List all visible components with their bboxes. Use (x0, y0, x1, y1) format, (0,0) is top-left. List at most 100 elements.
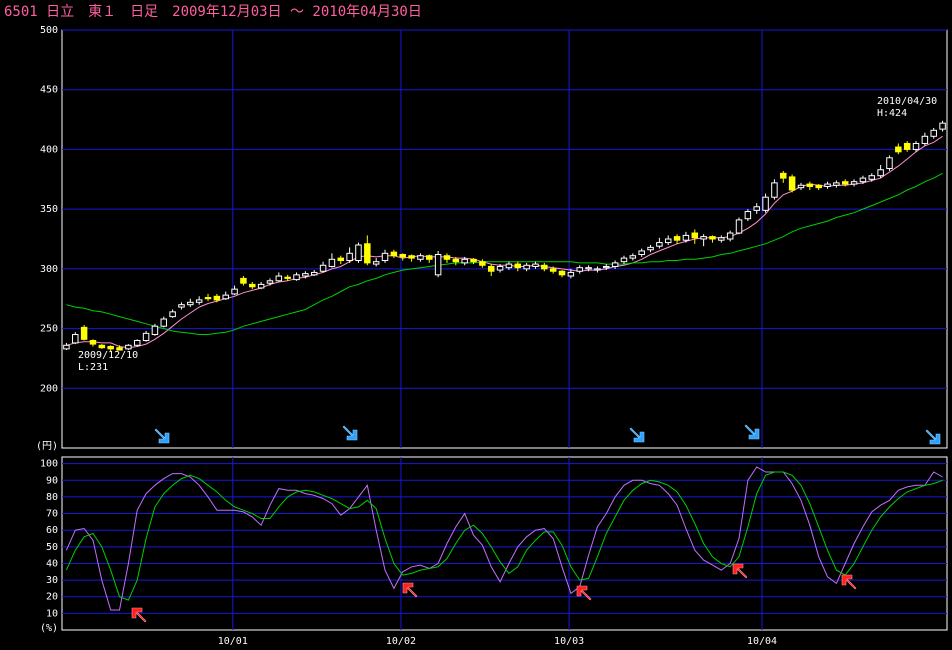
x-tick-label: 10/03 (554, 636, 584, 647)
candle-body (284, 276, 291, 279)
candle-body (452, 258, 460, 263)
annotation: H:424 (877, 108, 907, 119)
candle-body (912, 142, 920, 150)
candle-body (850, 181, 858, 185)
candle-body (107, 345, 114, 350)
candle-body (921, 135, 929, 144)
y-tick-label: 80 (46, 492, 58, 503)
candle-body (417, 255, 424, 260)
candle-body (576, 267, 583, 272)
candle-body (505, 263, 513, 269)
candle-body (434, 254, 442, 276)
candle-body (841, 181, 849, 185)
candle-body (523, 264, 530, 270)
y-tick-label: 20 (46, 592, 58, 603)
y-unit-label: (円) (36, 441, 58, 452)
candle-body (762, 196, 769, 211)
candle-body (328, 258, 336, 267)
candle-body (815, 184, 822, 189)
candle-body (151, 325, 159, 336)
candle-body (682, 234, 690, 241)
candle-body (673, 236, 681, 241)
candle-body (470, 258, 477, 263)
candle-body (479, 261, 486, 266)
y-unit-label: (%) (40, 623, 58, 634)
y-tick-label: 60 (46, 525, 58, 536)
y-tick-label: 70 (46, 509, 58, 520)
candle-body (293, 274, 300, 281)
candle-body (656, 242, 663, 247)
candle-body (80, 326, 88, 340)
x-tick-label: 10/04 (747, 636, 777, 647)
candle-body (302, 273, 309, 277)
candle-body (824, 183, 831, 187)
candle-body (700, 236, 707, 240)
candle-body (89, 340, 97, 345)
candle-body (266, 280, 274, 284)
candle-body (603, 265, 610, 269)
candle-body (240, 277, 247, 284)
candle-body (585, 267, 592, 270)
series-line (65, 466, 943, 611)
candle-body (133, 340, 141, 346)
y-tick-label: 40 (46, 558, 58, 569)
candle-body (381, 252, 389, 261)
candle-body (797, 184, 805, 189)
candle-body (204, 297, 212, 300)
candle-body (187, 301, 194, 306)
series-line (65, 471, 943, 601)
candle-body (461, 258, 468, 264)
candle-body (195, 299, 203, 303)
candle-body (895, 146, 902, 153)
candle-body (355, 244, 362, 261)
series-line (66, 135, 943, 349)
candle-body (638, 250, 645, 256)
candle-body (532, 263, 539, 267)
candle-body (372, 261, 380, 265)
candle-body (558, 270, 566, 276)
plot-frame (61, 456, 948, 631)
candle-body (549, 268, 557, 272)
candle-body (249, 283, 256, 288)
y-tick-label: 30 (46, 575, 58, 586)
candle-body (806, 183, 814, 187)
candle-body (487, 265, 495, 272)
candle-body (275, 275, 283, 282)
candle-body (408, 255, 415, 259)
candle-body (125, 344, 132, 350)
y-tick-label: 450 (40, 85, 58, 96)
candle-body (709, 236, 716, 240)
candle-body (231, 288, 238, 295)
y-tick-label: 50 (46, 542, 58, 553)
candle-body (257, 283, 265, 289)
candle-body (664, 238, 672, 244)
candle-body (337, 257, 345, 261)
candle-body (753, 206, 760, 211)
y-tick-label: 200 (40, 383, 58, 394)
candle-body (443, 255, 451, 260)
candle-body (541, 264, 548, 270)
candle-body (169, 311, 176, 318)
candle-body (877, 169, 884, 177)
candle-body (364, 243, 371, 264)
candle-body (178, 304, 185, 308)
candle-body (726, 232, 734, 240)
candle-body (594, 268, 601, 271)
candle-body (319, 264, 327, 272)
candle-body (620, 257, 628, 263)
candle-body (514, 263, 522, 269)
y-tick-label: 350 (40, 204, 58, 215)
y-tick-label: 10 (46, 608, 58, 619)
candle-body (496, 265, 504, 271)
y-tick-label: 400 (40, 144, 58, 155)
candle-body (691, 232, 699, 239)
candle-body (116, 347, 123, 351)
candle-body (744, 211, 752, 220)
candle-body (390, 251, 398, 257)
candle-body (939, 122, 946, 130)
candle-body (63, 344, 70, 350)
candle-body (142, 332, 150, 342)
chart-title: 6501 日立 東１ 日足 2009年12月03日 〜 2010年04月30日 (4, 4, 422, 20)
candle-body (222, 294, 229, 300)
